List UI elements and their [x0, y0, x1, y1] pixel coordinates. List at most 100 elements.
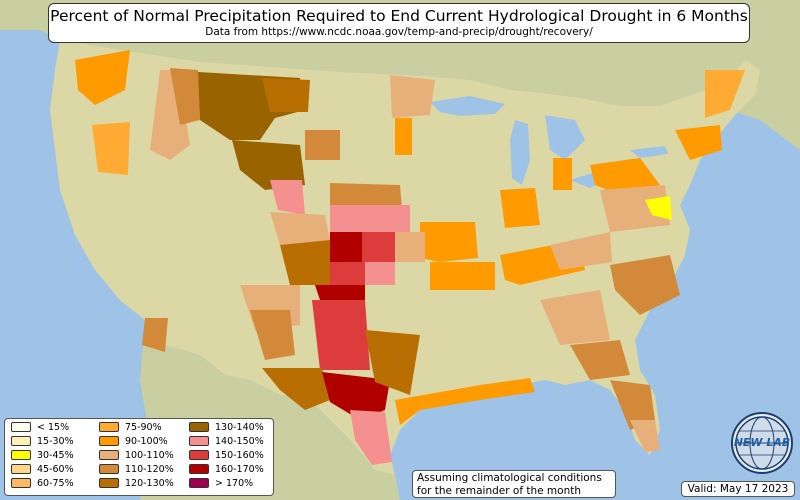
region-florida-100-110 [630, 420, 660, 452]
region-michigan-90-100 [553, 158, 572, 190]
legend-swatch [11, 449, 31, 460]
region-oklahoma-150-160 [330, 262, 365, 285]
lake-superior [430, 96, 505, 116]
region-pa-100-110 [600, 185, 670, 232]
region-nebraska-110-120 [305, 130, 340, 160]
legend-label: 45-60% [37, 464, 74, 475]
region-oklahoma-140-150 [365, 262, 395, 285]
region-maine-75-90 [705, 70, 745, 118]
legend-item: 160-170% [189, 463, 264, 476]
region-florida-110-120 [610, 380, 655, 430]
legend-item: > 170% [189, 477, 254, 490]
legend-item: 15-30% [11, 435, 74, 448]
legend: < 15% 15-30% 30-45% 45-60% 60-75% 75-90%… [4, 418, 274, 496]
region-kansas-150-160 [362, 232, 395, 262]
region-west-texas-160-170 [315, 285, 365, 300]
logo-text: NEW LAB [733, 436, 791, 449]
legend-swatch [11, 477, 31, 488]
legend-item: 75-90% [99, 421, 162, 434]
valid-date: Valid: May 17 2023 [681, 481, 795, 497]
legend-item: 140-150% [189, 435, 264, 448]
legend-swatch [99, 435, 119, 446]
region-colorado-140-150 [270, 180, 305, 215]
legend-swatch [99, 477, 119, 488]
legend-label: 100-110% [125, 450, 174, 461]
region-kansas-140-150 [330, 205, 410, 232]
legend-item: 130-140% [189, 421, 264, 434]
legend-label: 60-75% [37, 478, 74, 489]
legend-label: 160-170% [215, 464, 264, 475]
legend-label: 110-120% [125, 464, 174, 475]
legend-item: 100-110% [99, 449, 174, 462]
legend-label: 150-160% [215, 450, 264, 461]
lake-ontario [630, 146, 668, 158]
legend-item: < 15% [11, 421, 70, 434]
region-oregon-75-90 [92, 122, 130, 175]
legend-item: 30-45% [11, 449, 74, 462]
region-wyoming-130-140 [232, 140, 305, 190]
region-az-110-120 [142, 318, 168, 352]
map-subtitle: Data from https://www.ncdc.noaa.gov/temp… [205, 26, 593, 38]
legend-label: < 15% [37, 422, 70, 433]
region-carolina-110-120 [610, 255, 680, 315]
legend-swatch [99, 463, 119, 474]
region-ne-90-100 [675, 125, 722, 160]
note-line-2: for the remainder of the month [417, 484, 582, 497]
lab-logo: NEW LAB [731, 412, 793, 474]
legend-label: 140-150% [215, 436, 264, 447]
region-ohio-valley-90-100 [590, 158, 660, 195]
region-minnesota-100-110 [390, 75, 435, 118]
region-missouri-100-110 [395, 232, 425, 262]
region-kansas-160-170 [330, 232, 362, 262]
legend-swatch [99, 449, 119, 460]
legend-swatch [189, 449, 209, 460]
legend-label: 90-100% [125, 436, 168, 447]
region-georgia-110-120 [570, 340, 630, 380]
legend-swatch [189, 435, 209, 446]
region-sdak-110-120 [330, 183, 402, 210]
legend-swatch [11, 435, 31, 446]
region-gulf-90-100 [395, 378, 535, 425]
legend-label: 75-90% [125, 422, 162, 433]
region-wisconsin-90-100 [395, 118, 412, 155]
region-idaho-110-120 [170, 68, 200, 125]
legend-item: 150-160% [189, 449, 264, 462]
legend-swatch [189, 477, 209, 488]
legend-swatch [11, 421, 31, 432]
region-washington-90-100 [75, 50, 130, 105]
region-montana-120-130 [262, 78, 310, 112]
legend-item: 120-130% [99, 477, 174, 490]
legend-label: 130-140% [215, 422, 264, 433]
legend-item: 90-100% [99, 435, 168, 448]
region-missouri-90-100 [420, 222, 478, 262]
map-title: Percent of Normal Precipitation Required… [50, 7, 748, 25]
region-tennessee-100-110 [550, 232, 612, 270]
region-nm-110-120 [250, 310, 295, 360]
region-maryland-30-45 [645, 196, 672, 220]
region-indiana-90-100 [500, 188, 540, 228]
globe-icon [735, 416, 789, 470]
region-georgia-100-110 [540, 290, 610, 345]
region-utah-100-110 [270, 212, 330, 245]
drought-regions [75, 50, 745, 465]
legend-swatch [189, 421, 209, 432]
title-box: Percent of Normal Precipitation Required… [48, 3, 750, 43]
legend-label: > 170% [215, 478, 254, 489]
assumption-note: Assuming climatological conditions for t… [412, 470, 616, 498]
region-texas-120-130-east [365, 330, 420, 395]
region-texas-120-130-west [262, 368, 330, 410]
legend-label: 30-45% [37, 450, 74, 461]
lake-michigan [510, 120, 530, 185]
region-arkansas-90-100 [430, 262, 495, 290]
legend-item: 110-120% [99, 463, 174, 476]
region-texas-150-160 [312, 300, 370, 370]
legend-item: 60-75% [11, 477, 74, 490]
legend-swatch [189, 463, 209, 474]
legend-item: 45-60% [11, 463, 74, 476]
legend-swatch [99, 421, 119, 432]
lake-huron [545, 115, 585, 160]
region-colorado-120-130 [280, 240, 330, 285]
region-texas-140-150 [350, 410, 392, 465]
legend-swatch [11, 463, 31, 474]
